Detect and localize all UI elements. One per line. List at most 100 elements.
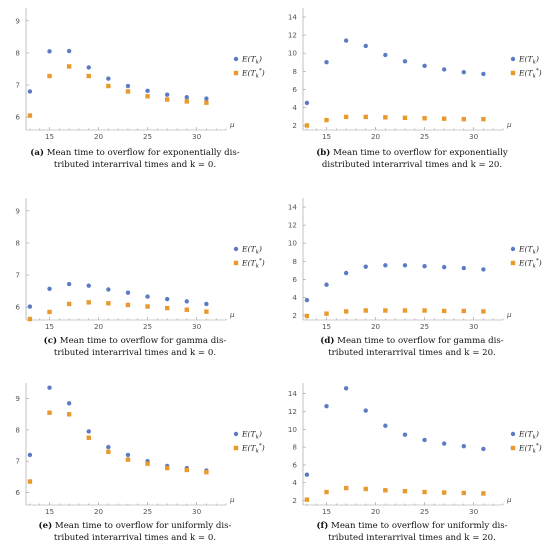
series-e-tk-point	[343, 38, 349, 43]
legend-marker-e-tk	[233, 56, 239, 62]
legend-label-e-tk: E(Tk)	[518, 430, 539, 441]
y-tick-label: 9	[15, 394, 20, 403]
series-e-tk-point	[304, 297, 310, 303]
x-tick-label: 20	[94, 132, 104, 141]
series-e-tk-star-point	[184, 467, 189, 473]
series-e-tk-point	[402, 59, 408, 64]
series-e-tk-star-point	[27, 316, 33, 322]
series-e-tk-star-point	[441, 116, 447, 121]
series-e-tk-star-point	[363, 486, 368, 492]
legend-marker-e-tk-star	[233, 70, 239, 76]
series-e-tk-star-point	[324, 489, 329, 495]
y-tick-label: 4	[292, 103, 297, 112]
x-axis-label: μ	[229, 310, 235, 319]
y-tick-label: 12	[288, 407, 297, 416]
x-tick-label: 25	[420, 322, 429, 331]
legend-label-e-tk-star: E(Tk*)	[518, 68, 542, 80]
series-e-tk-point	[363, 408, 368, 413]
x-tick-label: 20	[94, 507, 104, 516]
series-e-tk-point	[422, 63, 427, 69]
legend-label-e-tk: E(Tk)	[241, 245, 262, 256]
caption-line-2: tributed interarrival times and k = 0.	[53, 160, 217, 171]
y-tick-label: 2	[292, 311, 297, 320]
x-tick-label: 15	[45, 322, 54, 331]
series-e-tk-point	[204, 301, 209, 307]
legend-marker-e-tk-star	[233, 445, 239, 451]
y-tick-label: 9	[15, 206, 20, 215]
chart-d: 2 4 6 8 10 12 14 15 20 25 30 μ E(Tk) E(Tk*)	[288, 198, 542, 331]
series-e-tk-star-point	[304, 313, 310, 319]
series-e-tk-star-point	[422, 489, 427, 495]
series-e-tk-point	[164, 92, 170, 97]
y-tick-label: 14	[288, 203, 298, 212]
series-e-tk-point	[441, 264, 447, 270]
y-tick-label: 14	[288, 389, 298, 398]
series-e-tk-star-point	[324, 311, 329, 316]
y-tick-label: 8	[292, 257, 297, 266]
caption-line-1: Mean time to overflow for uniformly dis-	[331, 521, 508, 531]
series-e-tk-star-point	[145, 461, 150, 466]
series-e-tk-star-point	[343, 114, 349, 120]
series-e-tk-star-point	[383, 308, 388, 313]
series-e-tk-point	[47, 385, 52, 390]
caption-line-1: Mean time to overflow for gamma dis-	[337, 336, 504, 346]
caption-line-2: distributed interarrival times and k = 2…	[321, 160, 503, 171]
x-tick-label: 15	[322, 322, 331, 331]
y-tick-label: 8	[292, 443, 297, 452]
caption-line-1: Mean time to overflow for uniformly dis-	[54, 521, 232, 531]
y-tick-label: 4	[292, 293, 297, 302]
caption-a: (a) Mean time to overflow for exponentia…	[2, 147, 268, 171]
series-e-tk-star-point	[363, 114, 368, 120]
y-tick-label: 8	[15, 238, 20, 247]
series-e-tk-point	[164, 296, 170, 302]
series-e-tk-star-point	[164, 305, 170, 311]
series-e-tk-star-point	[66, 301, 72, 307]
legend-label-e-tk-star: E(Tk*)	[241, 68, 265, 80]
chart-a: 6 7 8 9 15 20 25 30 μ E(Tk) E(Tk*)	[15, 8, 265, 141]
series-e-tk-star-point	[27, 113, 33, 118]
series-e-tk-point	[383, 423, 388, 428]
series-e-tk-point	[441, 441, 447, 446]
legend-marker-e-tk	[233, 246, 239, 252]
series-e-tk-point	[47, 49, 52, 54]
x-axis-label: μ	[506, 310, 512, 319]
series-e-tk-point	[402, 432, 408, 437]
y-tick-label: 10	[288, 49, 298, 58]
series-e-tk-point	[86, 283, 91, 288]
series-e-tk-star-point	[47, 73, 52, 79]
panel-e: 6 7 8 9 15 20 25 30 μ E(Tk) E(Tk*) (e) Mean time t…	[0, 375, 270, 550]
series-e-tk-point	[461, 444, 466, 449]
series-e-tk-point	[125, 452, 131, 458]
series-e-tk-point	[402, 263, 408, 268]
x-tick-label: 20	[94, 322, 104, 331]
series-e-tk-point	[422, 264, 427, 269]
x-tick-label: 30	[469, 507, 479, 516]
y-tick-label: 6	[15, 113, 20, 122]
series-e-tk-point	[184, 95, 189, 100]
series-e-tk-point	[66, 401, 72, 406]
panel-f: 2 4 6 8 10 12 14 15 20 25 30 μ E(Tk) E(Tk*) (f) Mean …	[277, 375, 547, 550]
series-e-tk-star-point	[86, 73, 91, 79]
x-tick-label: 15	[322, 132, 331, 141]
legend-marker-e-tk-star	[510, 70, 516, 76]
legend-label-e-tk: E(Tk)	[241, 430, 262, 441]
caption-c: (c) Mean time to overflow for gamma dis-…	[2, 335, 268, 359]
caption-f: (f) Mean time to overflow for uniformly …	[279, 520, 545, 544]
series-e-tk-point	[145, 294, 150, 299]
series-e-tk-star-point	[106, 301, 111, 306]
series-e-tk-star-point	[184, 307, 189, 312]
x-axis-label: μ	[229, 495, 235, 504]
panel-b: 2 4 6 8 10 12 14 15 20 25 30 μ E(Tk) E(Tk*) (b) Mean …	[277, 0, 547, 180]
series-e-tk-point	[204, 96, 209, 101]
series-e-tk-star-point	[145, 94, 150, 99]
series-e-tk-star-point	[481, 309, 486, 314]
y-tick-label: 12	[288, 31, 297, 40]
series-e-tk-star-point	[106, 449, 111, 455]
legend-marker-e-tk	[510, 431, 516, 437]
caption-tag: (c)	[43, 336, 58, 346]
series-e-tk-point	[27, 452, 33, 458]
series-e-tk-point	[324, 60, 329, 65]
caption-line-2: tributed interarrival times and k = 0.	[53, 348, 217, 359]
legend-marker-e-tk-star	[510, 445, 516, 451]
series-e-tk-star-point	[125, 89, 131, 94]
